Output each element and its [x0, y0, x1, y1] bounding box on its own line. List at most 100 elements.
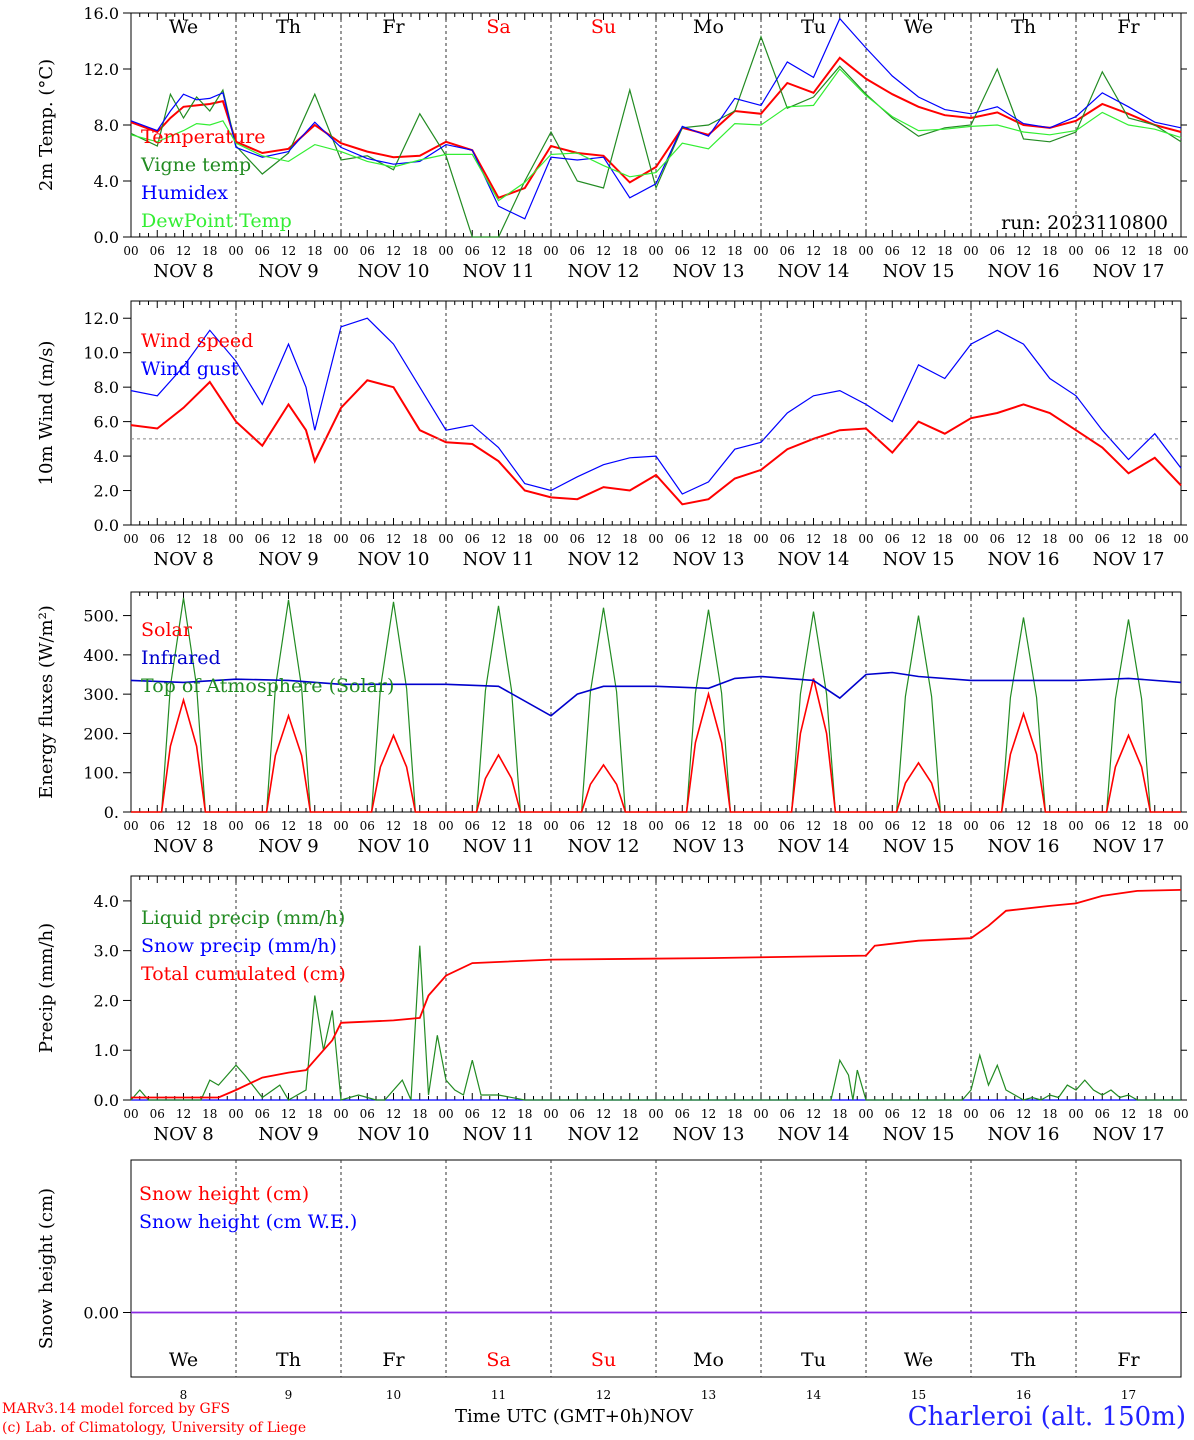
- hour-label: 12: [176, 532, 191, 546]
- hour-label: 06: [1095, 532, 1110, 546]
- panel-frame: [130, 300, 1182, 526]
- date-label: NOV 11: [463, 836, 535, 857]
- legend-vigne-temp: Vigne temp: [140, 154, 251, 176]
- hour-label: 00: [543, 532, 558, 546]
- weekday-label: Sa: [486, 1349, 510, 1371]
- series-line-infrared: [130, 671, 1182, 717]
- legend-snow-precip-mm-h-: Snow precip (mm/h): [141, 935, 337, 957]
- hour-label: 12: [1121, 244, 1136, 258]
- hour-label: 12: [386, 819, 401, 833]
- hour-label: 00: [753, 819, 768, 833]
- hour-label: 18: [412, 1107, 427, 1121]
- hour-label: 18: [1147, 244, 1162, 258]
- hour-label: 06: [885, 532, 900, 546]
- date-label: NOV 11: [463, 261, 535, 282]
- hour-label: 12: [596, 1107, 611, 1121]
- hour-label: 06: [570, 1107, 585, 1121]
- hour-label: 06: [1095, 819, 1110, 833]
- y-tick-label: 0.0: [94, 228, 119, 247]
- y-tick-label: 12.0: [83, 309, 119, 328]
- hour-label: 00: [1068, 244, 1083, 258]
- hour-label: 12: [701, 1107, 716, 1121]
- legend-snow-height-cm-: Snow height (cm): [139, 1183, 309, 1205]
- hour-label: 18: [1042, 244, 1057, 258]
- legend-solar: Solar: [141, 619, 193, 641]
- legend-total-cumulated-cm-: Total cumulated (cm): [141, 963, 346, 985]
- run-label: run: 2023110800: [1001, 212, 1168, 234]
- series-line-wind-speed: [130, 379, 1182, 506]
- hour-label: 12: [1016, 532, 1031, 546]
- hour-label: 18: [307, 532, 322, 546]
- weekday-label: Tu: [801, 1349, 826, 1371]
- hour-label: 18: [412, 532, 427, 546]
- hour-label: 18: [517, 1107, 532, 1121]
- weekday-label: We: [169, 16, 198, 38]
- hour-label: 12: [491, 244, 506, 258]
- hour-label: 06: [780, 244, 795, 258]
- y-tick-label: 4.0: [94, 447, 119, 466]
- date-label: NOV 15: [883, 549, 955, 570]
- hour-label: 00: [858, 819, 873, 833]
- legend-infrared: Infrared: [141, 647, 221, 669]
- hour-label: 12: [386, 244, 401, 258]
- hour-label: 00: [753, 244, 768, 258]
- hour-label: 18: [832, 244, 847, 258]
- series-line-humidex: [130, 17, 1182, 220]
- date-label: NOV 16: [988, 836, 1060, 857]
- weekday-label: Sa: [486, 16, 510, 38]
- hour-label: 06: [360, 244, 375, 258]
- date-label: NOV 17: [1093, 261, 1165, 282]
- hour-label: 00: [333, 532, 348, 546]
- hour-label: 12: [596, 819, 611, 833]
- legend-wind-gust: Wind gust: [141, 358, 239, 380]
- weekday-label: Th: [276, 1349, 301, 1371]
- weekday-label: Mo: [693, 16, 724, 38]
- hour-label: 12: [491, 532, 506, 546]
- date-label: NOV 11: [463, 1124, 535, 1145]
- hour-label: 00: [963, 819, 978, 833]
- hour-label: 12: [1121, 532, 1136, 546]
- hour-label: 12: [701, 244, 716, 258]
- date-label: NOV 13: [673, 549, 745, 570]
- hour-label: 18: [1042, 532, 1057, 546]
- hour-label: 12: [491, 1107, 506, 1121]
- hour-label: 00: [438, 819, 453, 833]
- credit-model: MARv3.14 model forced by GFS: [2, 1401, 231, 1417]
- date-label: NOV 14: [778, 1124, 850, 1145]
- hour-label: 12: [911, 819, 926, 833]
- hour-label: 18: [1147, 532, 1162, 546]
- weekday-label: Mo: [693, 1349, 724, 1371]
- hour-label: 06: [465, 819, 480, 833]
- y-tick-label: 4.0: [94, 172, 119, 191]
- day-number-label: 10: [386, 1388, 401, 1402]
- hour-label: 06: [150, 532, 165, 546]
- y-axis-label: 2m Temp. (°C): [36, 59, 57, 191]
- y-tick-label: 400.: [83, 646, 119, 665]
- hour-label: 06: [1095, 244, 1110, 258]
- hour-label: 06: [570, 532, 585, 546]
- hour-label: 00: [228, 1107, 243, 1121]
- y-tick-label: 200.: [83, 724, 119, 743]
- hour-label: 12: [176, 244, 191, 258]
- hour-label: 06: [990, 244, 1005, 258]
- hour-label: 18: [937, 244, 952, 258]
- date-label: NOV 17: [1093, 836, 1165, 857]
- date-label: NOV 16: [988, 549, 1060, 570]
- hour-label: 00: [858, 1107, 873, 1121]
- date-label: NOV 10: [358, 1124, 430, 1145]
- series-line-temperature: [130, 56, 1182, 200]
- hour-label: 00: [123, 532, 138, 546]
- credit-lab: (c) Lab. of Climatology, University of L…: [2, 1420, 307, 1436]
- hour-label: 06: [675, 819, 690, 833]
- y-tick-label: 8.0: [94, 116, 119, 135]
- hour-label: 00: [438, 532, 453, 546]
- hour-label: 06: [360, 819, 375, 833]
- hour-label: 18: [1147, 819, 1162, 833]
- hour-label: 06: [990, 532, 1005, 546]
- date-label: NOV 8: [153, 549, 213, 570]
- weekday-label: Fr: [1117, 16, 1140, 38]
- legend-top-of-atmosphere-solar-: Top of Atmosphere (Solar): [141, 675, 394, 697]
- hour-label: 18: [832, 819, 847, 833]
- y-tick-label: 8.0: [94, 378, 119, 397]
